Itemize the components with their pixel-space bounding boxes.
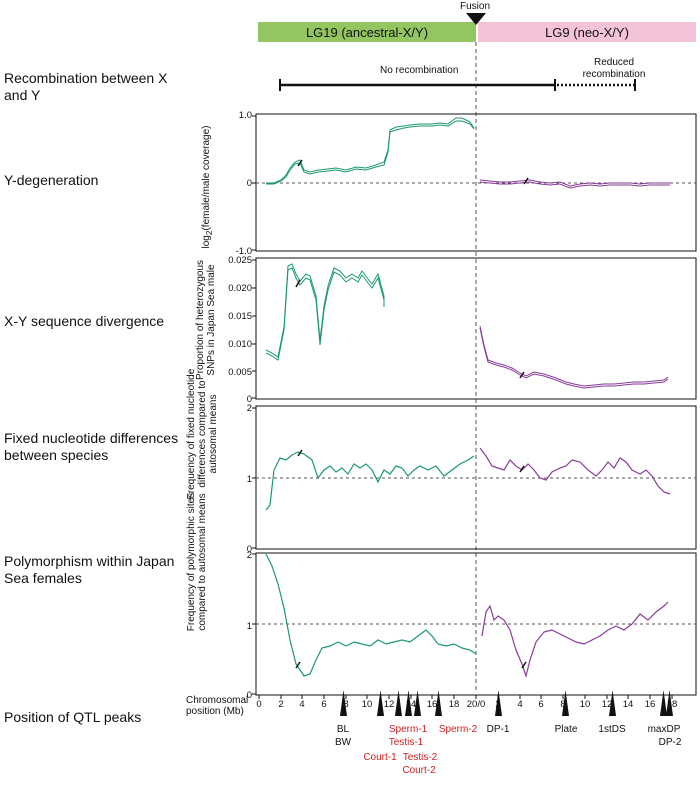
tick-label: 0.025 [228,255,252,266]
tick-label: 1 [246,474,252,485]
row-label-polymorphism: Polymorphism within Japan Sea females [4,553,175,586]
lg9-bar: LG9 (neo-X/Y) [478,22,696,42]
xaxis-tick-label: 8 [560,699,566,710]
lg19-bar: LG19 (ancestral-X/Y) [258,22,476,42]
qtl-label: DP-2 [658,737,682,748]
row-label-y-degeneration: Y-degeneration [4,172,99,188]
no-recombination-label: No recombination [380,65,459,76]
xy-divergence-lg9-curves [479,325,669,389]
fixed-differences-lg9-curve [479,447,671,495]
tick-label: 0.020 [228,283,252,294]
xaxis-tick-label: 14 [622,699,634,710]
tick-label: 0.005 [228,367,252,378]
xaxis-tick-label: 4 [299,699,305,710]
xaxis-tick-label: 10 [361,699,373,710]
qtl-label: Testis-1 [388,737,424,748]
xy-divergence-lg19-curves [265,263,385,361]
tick-label: -1.0 [235,246,252,257]
xaxis-tick-label: 14 [405,699,417,710]
xaxis-tick-label: 16 [426,699,438,710]
row-label-qtl: Position of QTL peaks [4,709,142,725]
qtl-label: Court-2 [402,765,436,776]
xaxis-tick-label: 0 [256,699,262,710]
xaxis-tick-label: 8 [343,699,349,710]
qtl-label: DP-1 [486,724,510,735]
xaxis-tick-label: 6 [321,699,327,710]
tick-label: 0.010 [228,339,252,350]
lg19-label: LG19 (ancestral-X/Y) [305,24,429,40]
xaxis-tick-label: 6 [538,699,544,710]
qtl-label: Plate [554,724,578,735]
row-label-fixed-differences: Fixed nucleotide differences between spe… [4,430,179,463]
xaxis-tick-label: 12 [383,699,395,710]
polymorphism-lg9-curve [481,601,669,679]
qtl-label: Testis-2 [402,752,438,763]
qtl-label: Sperm-1 [388,724,428,735]
tick-label: 0 [246,544,252,555]
tick-label: 2 [246,403,252,414]
tick-label: 1.0 [238,110,252,121]
y-degeneration-lg19-curves [266,117,475,185]
xaxis-boundary-label: 20/0 [466,699,486,710]
xaxis-tick-label: 10 [579,699,591,710]
row-label-xy-divergence: X-Y sequence divergence [4,313,165,329]
qtl-label: maxDP [647,724,681,735]
fusion-marker [466,13,486,25]
fixed-differences-lg19-curve [265,451,475,511]
xaxis-tick-label: 4 [517,699,523,710]
xaxis-tick-label: 12 [601,699,613,710]
row-label-recombination: Recombination between X and Y [4,70,168,103]
xaxis-label: Chromosomal position (Mb) [186,695,249,717]
qtl-label: BL [336,724,350,735]
y-degeneration-lg9-curves [479,179,670,189]
tick-label: 1 [246,621,252,632]
xaxis-tick-label: 2 [278,699,284,710]
qtl-label: Sperm-2 [438,724,478,735]
qtl-label: BW [334,737,352,748]
xaxis-tick-label: 18 [666,699,678,710]
tick-label: 0 [246,690,252,701]
qtl-label: 1stDS [598,724,626,735]
tick-label: 0 [246,178,252,189]
tick-label: 2 [246,550,252,561]
tick-label: 0 [246,394,252,405]
lg9-label: LG9 (neo-X/Y) [545,24,629,40]
tick-label: 0.015 [228,311,252,322]
xaxis-tick-label: 16 [644,699,656,710]
panel-xy-divergence [255,257,697,400]
reduced-recombination-label: Reduced recombination [582,57,646,80]
xaxis-tick-label: 18 [448,699,460,710]
polymorphism-lg19-curve [265,553,477,677]
fusion-label: Fusion [460,1,491,12]
qtl-peaks [340,690,673,716]
qtl-label: Court-1 [363,752,397,763]
